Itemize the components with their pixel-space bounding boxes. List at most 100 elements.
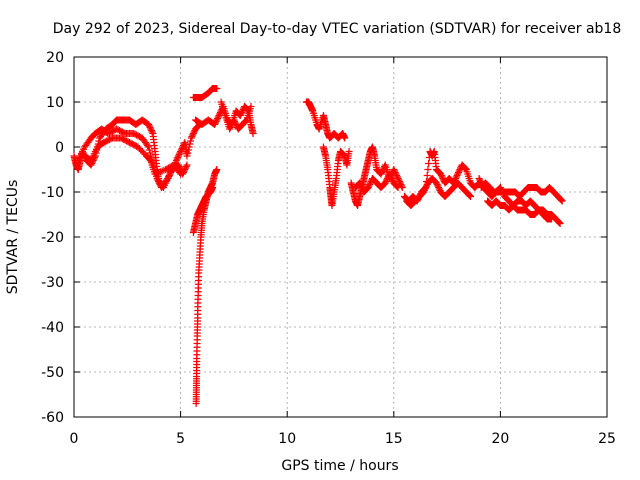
data-point bbox=[454, 169, 462, 176]
data-point bbox=[467, 193, 475, 200]
data-point bbox=[548, 215, 556, 223]
data-point bbox=[189, 130, 197, 137]
data-point bbox=[382, 178, 390, 185]
data-point bbox=[433, 181, 441, 188]
data-point bbox=[238, 107, 246, 115]
data-point bbox=[237, 110, 245, 118]
data-point bbox=[192, 400, 200, 407]
data-point bbox=[387, 173, 395, 181]
data-point bbox=[393, 173, 401, 181]
data-point bbox=[145, 143, 153, 151]
data-point bbox=[166, 170, 174, 178]
data-point bbox=[146, 124, 154, 131]
data-point bbox=[396, 179, 404, 187]
data-point bbox=[241, 118, 249, 125]
y-tick-label: -60 bbox=[41, 410, 64, 426]
x-axis-label: GPS time / hours bbox=[281, 458, 398, 474]
data-point bbox=[167, 169, 175, 176]
data-point bbox=[452, 173, 460, 181]
y-tick-label: -20 bbox=[41, 230, 64, 246]
data-point bbox=[211, 119, 219, 127]
y-tick-label: -30 bbox=[41, 275, 64, 291]
data-point bbox=[231, 119, 239, 127]
data-point bbox=[154, 176, 162, 184]
data-point bbox=[247, 103, 255, 110]
data-point bbox=[466, 192, 474, 200]
data-point bbox=[164, 175, 172, 182]
y-tick-labels: 20 10 0 -10 -20 -30 -40 -50 -60 bbox=[41, 50, 64, 426]
data-point bbox=[238, 109, 246, 116]
data-point bbox=[232, 121, 240, 128]
data-point bbox=[189, 131, 197, 139]
data-point bbox=[213, 116, 221, 124]
data-point bbox=[395, 176, 403, 184]
data-point bbox=[209, 184, 217, 191]
data-point bbox=[186, 140, 194, 148]
data-point bbox=[558, 197, 566, 205]
data-point bbox=[357, 182, 365, 190]
data-point bbox=[174, 152, 182, 160]
data-point bbox=[456, 166, 464, 173]
data-point bbox=[364, 184, 372, 191]
data-point bbox=[392, 170, 400, 178]
data-point bbox=[226, 124, 234, 131]
data-point bbox=[425, 160, 433, 167]
data-point bbox=[216, 110, 224, 118]
data-point bbox=[476, 176, 484, 184]
data-point bbox=[187, 134, 195, 142]
data-point bbox=[558, 196, 566, 204]
data-point bbox=[393, 172, 401, 179]
data-point bbox=[148, 128, 156, 136]
data-point bbox=[454, 170, 462, 178]
data-point bbox=[216, 109, 224, 116]
data-point bbox=[366, 179, 374, 187]
data-point bbox=[182, 163, 190, 170]
data-point bbox=[146, 149, 154, 157]
data-point bbox=[356, 181, 364, 188]
data-point bbox=[249, 130, 257, 137]
data-point bbox=[185, 143, 193, 151]
data-point bbox=[465, 191, 473, 199]
data-point bbox=[215, 112, 223, 119]
data-point bbox=[435, 185, 443, 193]
x-tick-label: 15 bbox=[385, 431, 403, 447]
data-point bbox=[175, 151, 183, 158]
data-point bbox=[147, 125, 155, 133]
data-point bbox=[366, 181, 374, 188]
data-point bbox=[172, 157, 180, 164]
data-point bbox=[452, 175, 460, 182]
data-point bbox=[386, 172, 394, 179]
data-point bbox=[176, 149, 184, 157]
data-point bbox=[226, 125, 234, 133]
data-point bbox=[555, 218, 563, 226]
data-point bbox=[557, 196, 565, 203]
data-point bbox=[212, 118, 220, 125]
data-point bbox=[394, 175, 402, 182]
data-point bbox=[462, 165, 470, 173]
data-point bbox=[432, 179, 440, 187]
data-point bbox=[155, 178, 163, 185]
data-point bbox=[393, 182, 401, 190]
y-tick-label: 0 bbox=[55, 140, 64, 156]
data-point bbox=[345, 148, 353, 155]
data-point bbox=[231, 118, 239, 125]
data-point bbox=[422, 184, 430, 191]
data-point bbox=[242, 117, 250, 125]
y-tick-label: 10 bbox=[46, 95, 64, 111]
x-tick-label: 0 bbox=[70, 431, 79, 447]
data-point bbox=[144, 142, 152, 149]
data-point bbox=[475, 175, 483, 182]
data-point bbox=[391, 169, 399, 176]
data-point bbox=[236, 112, 244, 119]
data-point bbox=[365, 182, 373, 190]
data-point bbox=[377, 170, 385, 178]
data-point bbox=[188, 133, 196, 140]
data-point bbox=[461, 164, 469, 172]
data-point bbox=[424, 166, 432, 173]
x-tick-label: 25 bbox=[598, 431, 616, 447]
data-point bbox=[190, 128, 198, 136]
data-point bbox=[395, 178, 403, 185]
data-point bbox=[555, 219, 563, 227]
data-point bbox=[341, 134, 349, 142]
